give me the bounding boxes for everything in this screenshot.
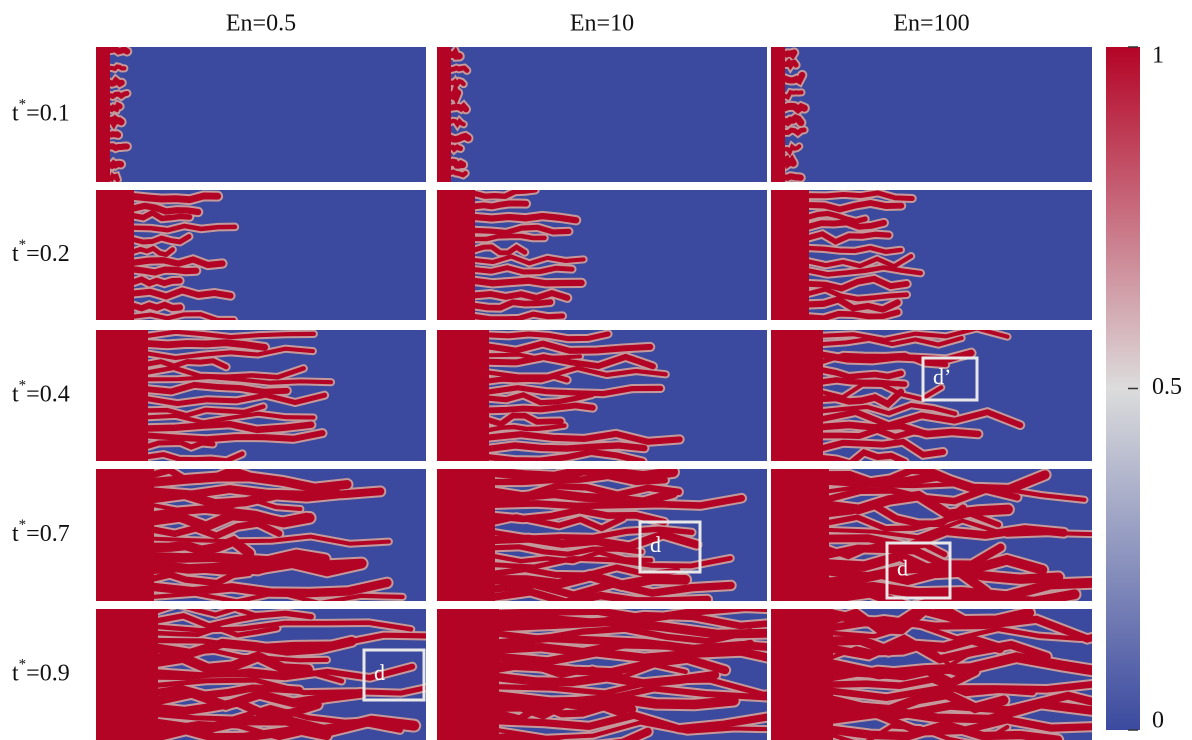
row-label: t*=0.2 [12, 237, 70, 266]
finger [132, 279, 180, 283]
invading-front [96, 190, 134, 320]
finger [132, 269, 196, 272]
invading-front [771, 330, 823, 461]
colorbar-tick-label: 0 [1152, 708, 1164, 734]
panel [96, 469, 426, 603]
panel [771, 469, 1096, 608]
panel-background [437, 47, 767, 182]
finger [783, 176, 801, 177]
row-label-sup: * [19, 657, 27, 673]
finger [487, 446, 644, 450]
panel-background [771, 47, 1092, 182]
panel [437, 607, 826, 740]
panel [771, 190, 1092, 320]
invading-front [437, 609, 499, 740]
panel [437, 190, 767, 320]
finger [132, 196, 218, 200]
row-label: t*=0.7 [12, 517, 70, 546]
row-label-rest: =0.1 [26, 100, 70, 126]
finger [108, 67, 124, 69]
row-label: t*=0.1 [12, 97, 70, 126]
invading-front [771, 609, 833, 740]
finger [449, 121, 464, 125]
colorbar-tick-label: 0.5 [1152, 374, 1182, 400]
panel [771, 47, 1092, 182]
finger [449, 172, 466, 175]
invading-front [96, 330, 148, 461]
invading-front [771, 190, 809, 320]
row-label: t*=0.9 [12, 657, 70, 686]
row-label-sup: * [19, 237, 27, 253]
panel [437, 330, 767, 462]
finger [783, 106, 804, 109]
column-header: En=0.5 [226, 11, 296, 37]
invading-front [437, 469, 495, 601]
finger [473, 281, 582, 284]
box-label: d [897, 556, 908, 581]
row-label-rest: =0.7 [26, 521, 70, 547]
box-label: d [650, 532, 661, 557]
invading-front [96, 469, 154, 601]
finger [449, 106, 466, 109]
row-label-sup: * [19, 378, 27, 394]
panel [96, 47, 426, 182]
row-label-rest: =0.2 [26, 241, 70, 267]
finger [449, 68, 467, 71]
finger [473, 203, 526, 206]
finger [132, 305, 180, 308]
page: { "column_headers": ["En=0.5", "En=10", … [0, 0, 1192, 740]
finger [449, 162, 463, 165]
finger [783, 118, 801, 123]
panel [771, 329, 1092, 464]
finger [108, 49, 127, 51]
colorbar-tick-label: 1 [1152, 43, 1164, 69]
invading-front [771, 47, 785, 182]
finger [108, 146, 127, 148]
invading-front [437, 330, 489, 461]
row-label-sup: * [19, 97, 27, 113]
invading-front [437, 190, 475, 320]
finger [146, 343, 265, 348]
panel [437, 469, 767, 602]
row-label-rest: =0.9 [26, 660, 70, 686]
finger [449, 81, 464, 84]
finger [108, 81, 122, 84]
figure: En=0.5 En=10 En=100 t*=0.1 t*=0.2 t*=0.4 d’ t*=… [0, 0, 1192, 740]
box-label: d’ [933, 364, 951, 389]
invading-front [771, 469, 829, 601]
panel [96, 190, 426, 320]
invading-front [437, 47, 451, 182]
finger [783, 130, 804, 133]
finger [108, 93, 127, 96]
row-label: t*=0.4 [12, 378, 70, 407]
invading-front [96, 609, 158, 740]
panel [96, 605, 450, 740]
panel [437, 47, 767, 182]
box-label: d [374, 660, 385, 685]
panel [96, 330, 426, 461]
column-header: En=100 [893, 11, 969, 37]
finger [449, 136, 468, 139]
invading-front [96, 47, 110, 182]
column-header: En=10 [570, 11, 634, 37]
row-label-rest: =0.4 [26, 381, 70, 407]
finger [473, 216, 576, 220]
row-label-sup: * [19, 517, 27, 533]
panel-background [96, 47, 426, 182]
